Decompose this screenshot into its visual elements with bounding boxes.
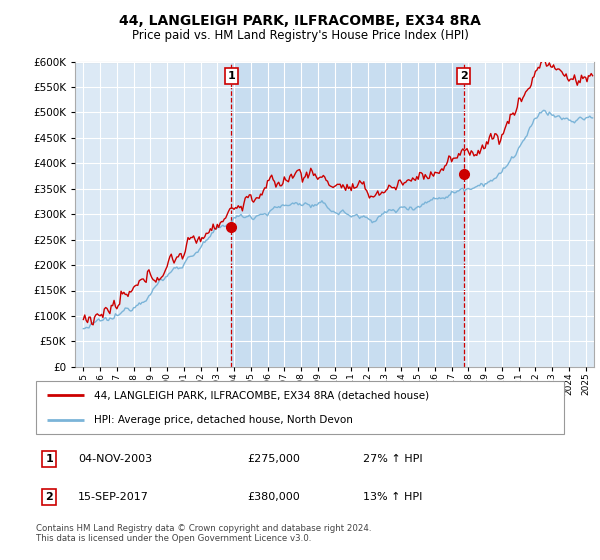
Text: 27% ↑ HPI: 27% ↑ HPI <box>364 454 423 464</box>
Text: 04-NOV-2003: 04-NOV-2003 <box>78 454 152 464</box>
Text: 2: 2 <box>46 492 53 502</box>
Text: Contains HM Land Registry data © Crown copyright and database right 2024.
This d: Contains HM Land Registry data © Crown c… <box>36 524 371 543</box>
Text: 2: 2 <box>460 71 467 81</box>
Bar <box>231 62 464 367</box>
Text: £275,000: £275,000 <box>247 454 300 464</box>
Text: 44, LANGLEIGH PARK, ILFRACOMBE, EX34 8RA (detached house): 44, LANGLEIGH PARK, ILFRACOMBE, EX34 8RA… <box>94 390 429 400</box>
Text: 13% ↑ HPI: 13% ↑ HPI <box>364 492 423 502</box>
FancyBboxPatch shape <box>36 381 564 434</box>
Text: 15-SEP-2017: 15-SEP-2017 <box>78 492 149 502</box>
Text: HPI: Average price, detached house, North Devon: HPI: Average price, detached house, Nort… <box>94 414 353 424</box>
Text: 1: 1 <box>46 454 53 464</box>
Text: 1: 1 <box>227 71 235 81</box>
Text: 44, LANGLEIGH PARK, ILFRACOMBE, EX34 8RA: 44, LANGLEIGH PARK, ILFRACOMBE, EX34 8RA <box>119 14 481 28</box>
Text: Price paid vs. HM Land Registry's House Price Index (HPI): Price paid vs. HM Land Registry's House … <box>131 29 469 42</box>
Text: £380,000: £380,000 <box>247 492 300 502</box>
